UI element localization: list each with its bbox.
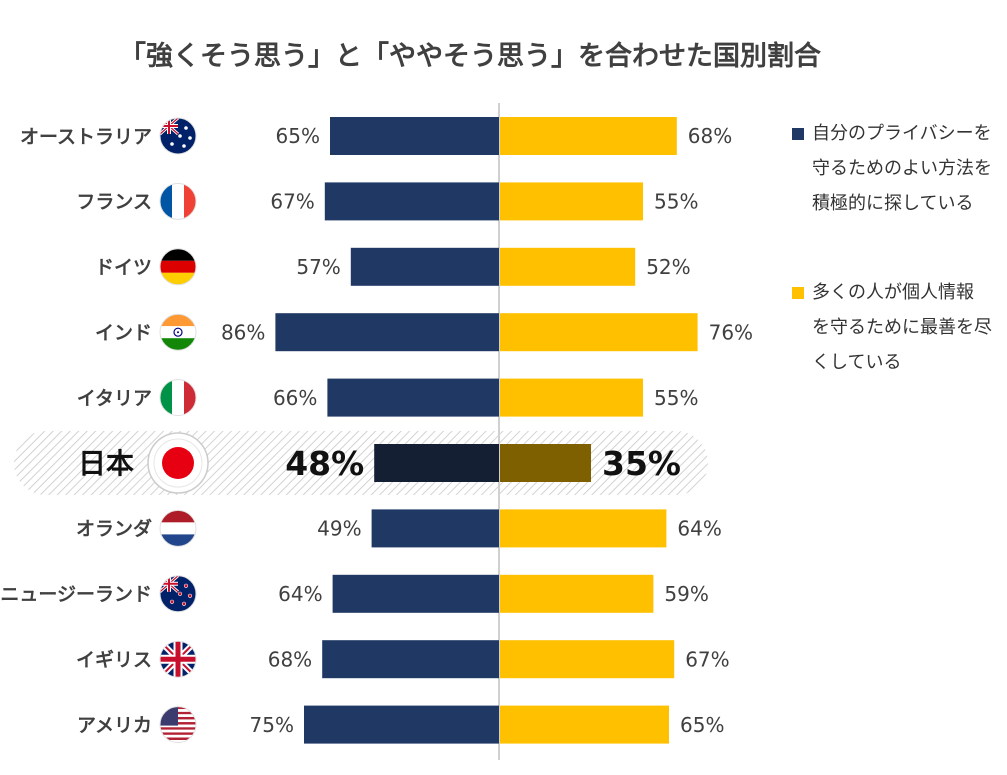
value-label-left-2: 57% (296, 255, 340, 279)
category-label-5: 日本 (78, 447, 134, 480)
bar-right-4 (500, 378, 643, 417)
usa-flag-icon (159, 706, 197, 744)
legend-item-2: 多くの人が個人情報 を守るために最善を尽 くしている (792, 275, 1004, 380)
value-label-left-5: 48% (285, 444, 364, 483)
category-label-6: オランダ (76, 517, 152, 540)
chart-title: 「強くそう思う」と「ややそう思う」を合わせた国別割合 (119, 41, 821, 72)
category-label-8: イギリス (76, 649, 152, 671)
bar-left-5 (374, 444, 499, 482)
bar-left-9 (304, 705, 499, 744)
value-label-right-4: 55% (654, 386, 698, 410)
category-label-1: フランス (76, 191, 152, 213)
italy-flag-icon (159, 379, 197, 417)
bar-left-4 (327, 378, 499, 417)
value-label-left-8: 68% (268, 647, 312, 671)
value-label-right-2: 52% (646, 255, 690, 279)
value-label-left-7: 64% (278, 582, 322, 606)
bar-right-6 (500, 509, 667, 548)
value-label-right-9: 65% (680, 713, 724, 737)
bar-left-2 (350, 247, 499, 286)
value-label-left-3: 86% (221, 320, 265, 344)
bar-left-6 (371, 509, 499, 548)
netherlands-flag-icon (159, 509, 197, 547)
value-label-right-5: 35% (602, 444, 681, 483)
category-label-4: イタリア (77, 387, 152, 409)
legend-swatch-1 (792, 128, 804, 140)
australia-flag-icon (159, 117, 197, 155)
value-label-right-7: 59% (664, 582, 708, 606)
bar-left-3 (275, 313, 499, 352)
bar-right-5 (500, 444, 591, 482)
legend-label-2-line-1: 多くの人が個人情報 (812, 282, 974, 303)
value-label-left-1: 67% (270, 190, 314, 214)
bar-right-9 (500, 705, 669, 744)
value-label-right-8: 67% (685, 647, 729, 671)
value-label-left-9: 75% (250, 713, 294, 737)
bar-right-0 (500, 117, 677, 155)
category-label-9: アメリカ (77, 714, 152, 736)
bar-left-1 (324, 182, 499, 221)
new-zealand-flag-icon (159, 575, 197, 613)
value-label-left-4: 66% (273, 386, 317, 410)
category-label-7: ニュージーランド (0, 584, 152, 606)
legend-swatch-2 (792, 287, 804, 299)
value-label-right-6: 64% (677, 517, 721, 541)
india-flag-icon (159, 313, 197, 351)
bar-left-7 (332, 574, 499, 613)
legend-label-2-line-2: を守るために最善を尽 (812, 317, 992, 338)
value-label-right-1: 55% (654, 190, 698, 214)
value-label-right-0: 68% (688, 124, 732, 148)
category-label-0: オーストラリア (20, 126, 152, 148)
legend-label-1-line-3: 積極的に探している (812, 193, 974, 214)
value-label-left-0: 65% (276, 124, 320, 148)
value-label-right-3: 76% (709, 320, 753, 344)
category-label-3: インド (95, 322, 152, 344)
legend-item-1: 自分のプライバシーを 守るためのよい方法を 積極的に探している (792, 116, 1004, 221)
legend-label-1-line-2: 守るためのよい方法を (812, 158, 992, 179)
japan-flag-icon (147, 432, 209, 494)
legend-label-1-line-1: 自分のプライバシーを (812, 123, 992, 144)
value-label-left-6: 49% (317, 517, 361, 541)
bar-right-7 (500, 574, 654, 613)
france-flag-icon (159, 182, 197, 220)
legend-label-2-line-3: くしている (812, 352, 902, 373)
bar-right-3 (500, 313, 698, 352)
germany-flag-icon (159, 248, 197, 286)
bar-right-8 (500, 640, 675, 679)
bar-left-8 (322, 640, 499, 679)
category-label-2: ドイツ (95, 257, 152, 279)
uk-flag-icon (159, 640, 197, 678)
bar-left-0 (330, 117, 499, 155)
bar-right-1 (500, 182, 643, 221)
bar-right-2 (500, 247, 636, 286)
